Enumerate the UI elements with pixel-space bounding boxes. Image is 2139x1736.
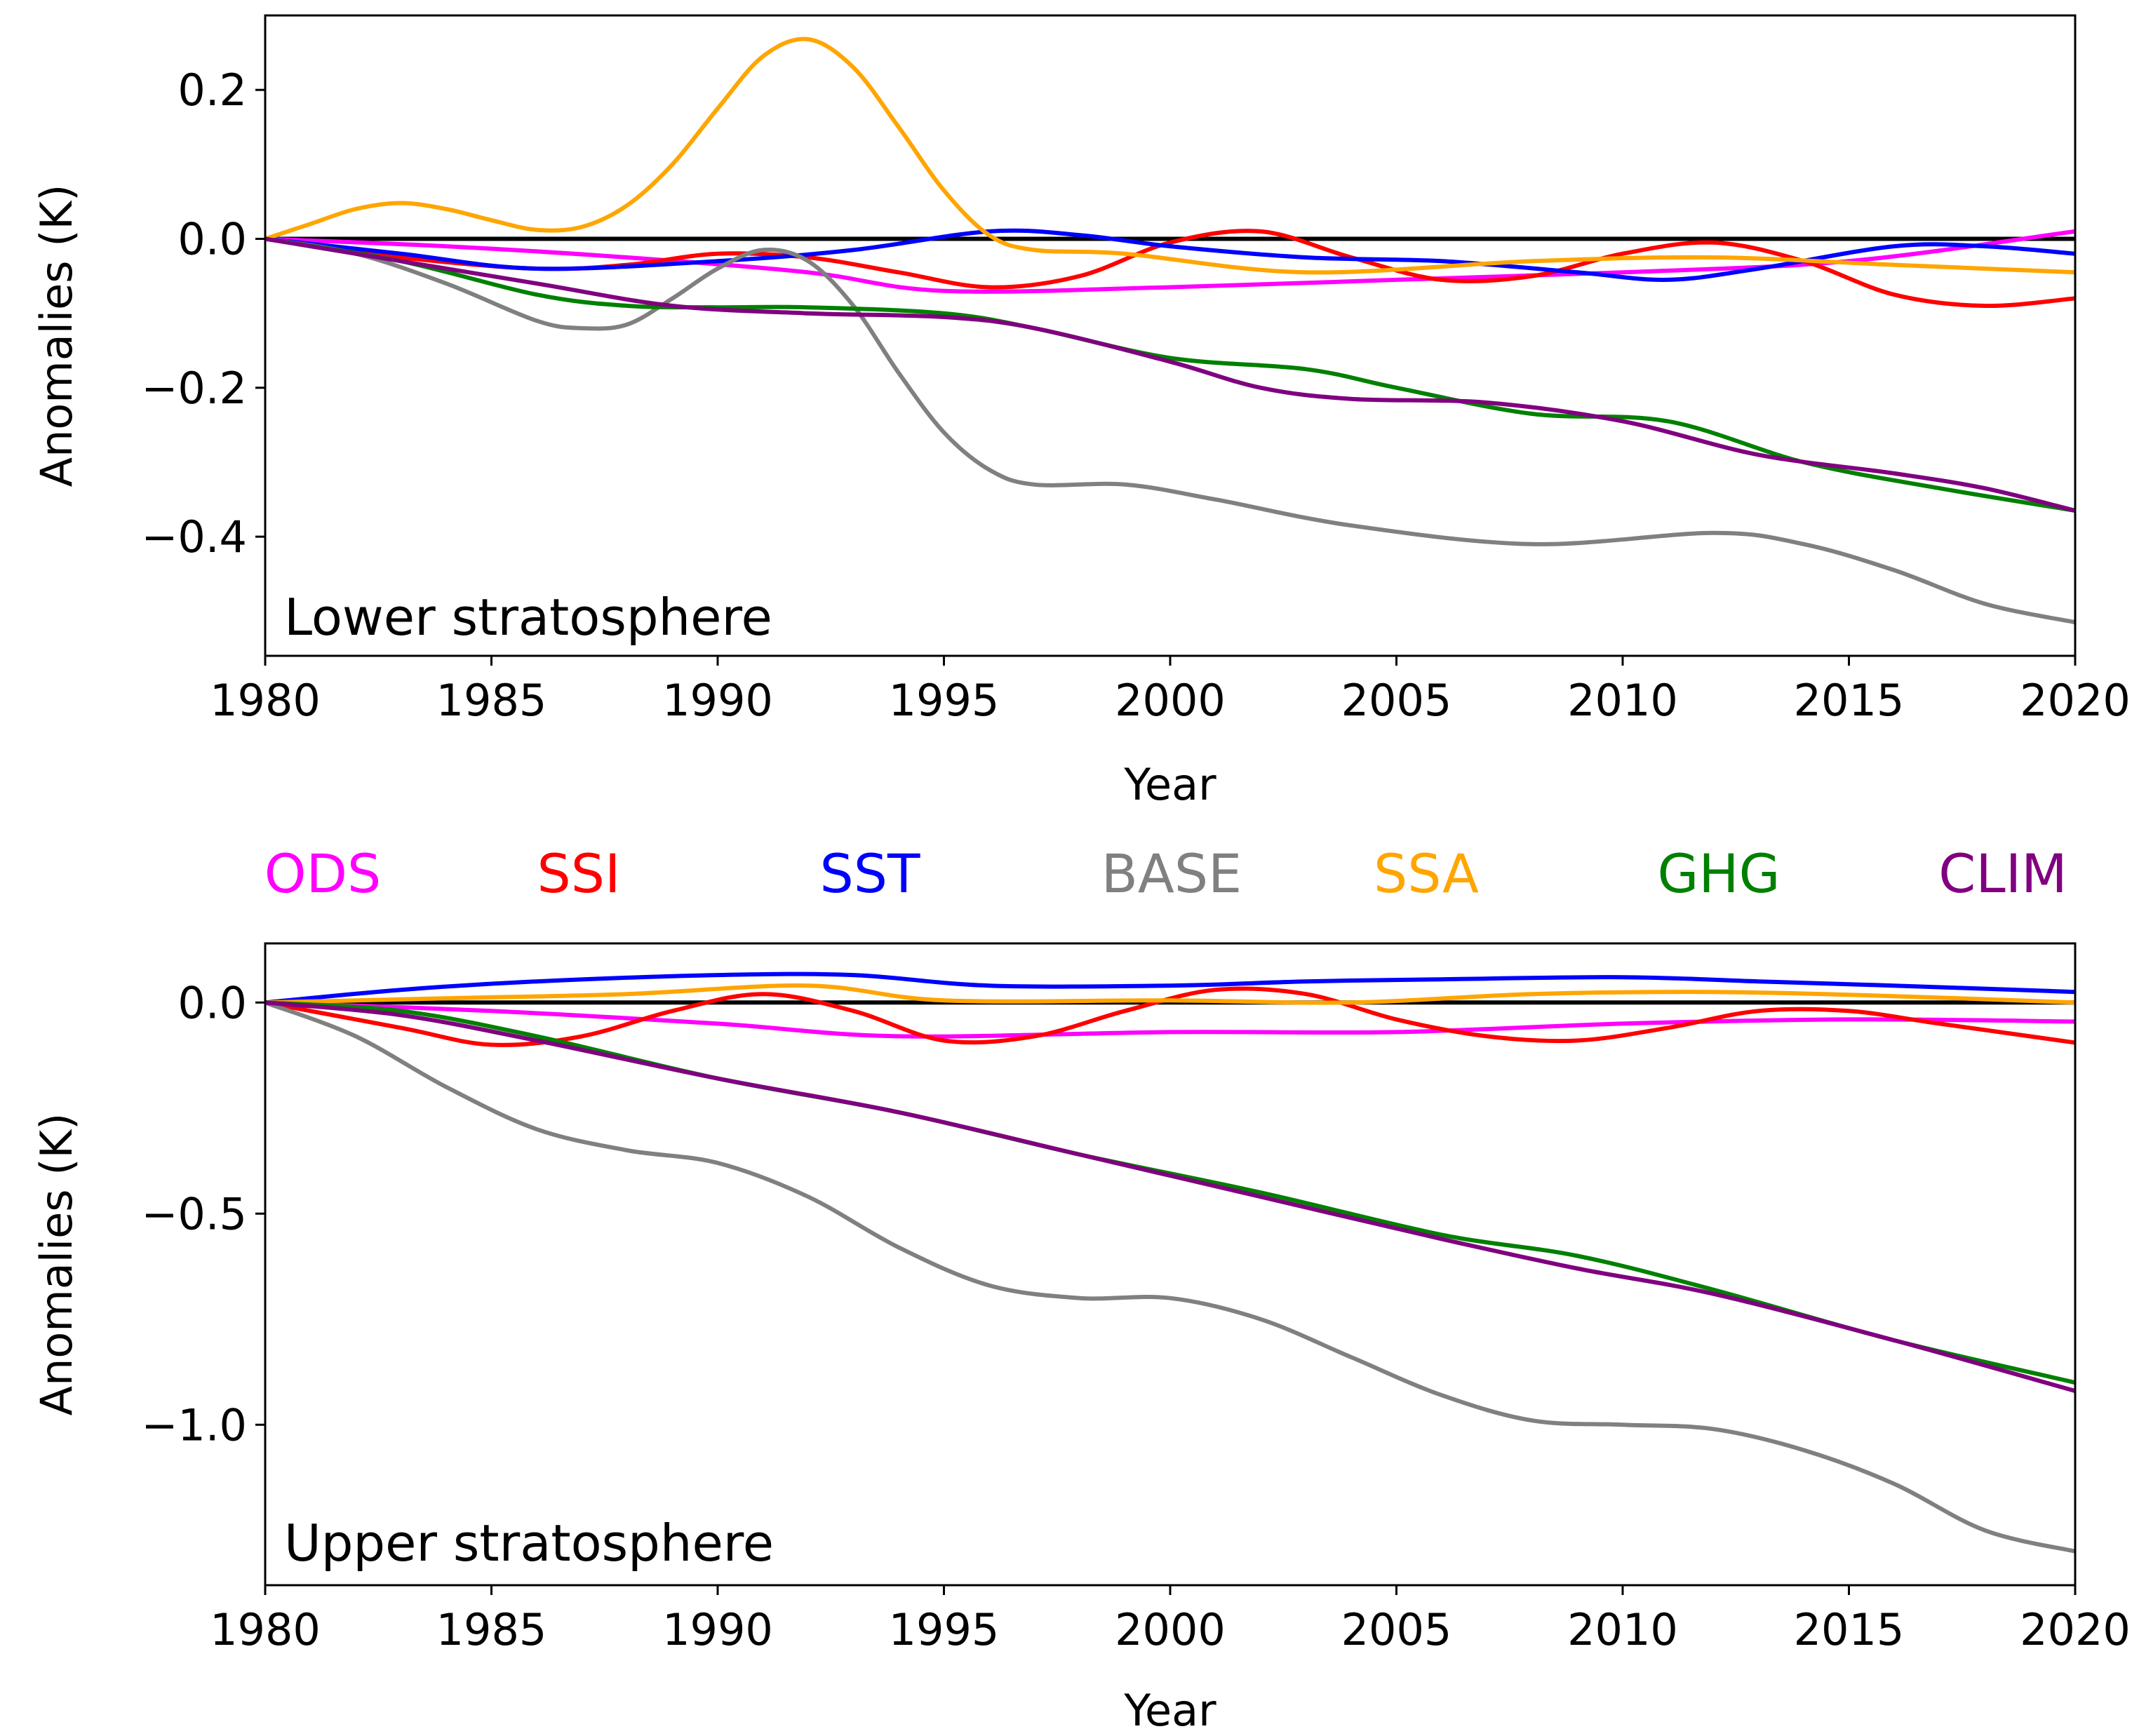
series-line-ssa [265,983,2075,1005]
x-tick-label: 2005 [1341,1604,1452,1655]
upper-stratosphere-panel: 1980 1985 1990 1995 2000 2005 2010 2015 2020 0.0 −… [31,942,2131,1736]
y-tick-label: 0.2 [177,65,247,116]
x-tick-label: 2000 [1115,1604,1226,1655]
panel-label: Upper stratosphere [284,1514,774,1573]
series-line-ghg [265,236,2075,513]
x-tick-label: 2010 [1567,675,1678,726]
series-group [265,36,2075,625]
x-tick-label: 1990 [662,675,773,726]
legend: ODS SSI SST BASE SSA GHG CLIM [264,842,2067,905]
series-group [265,971,2075,1554]
y-axis-title: Anomalies (K) [31,184,82,487]
legend-entry-ghg: GHG [1658,842,1781,905]
x-tick-label: 1985 [436,675,547,726]
lower-stratosphere-panel: 1980 1985 1990 1995 2000 2005 2010 2015 2020 0.2 0… [31,14,2131,810]
y-tick-label: 0.0 [177,977,247,1028]
legend-entry-ssa: SSA [1374,842,1479,905]
series-line-ssa [265,36,2075,275]
legend-entry-ssi: SSI [537,842,621,905]
x-tick-label: 1995 [889,675,1000,726]
legend-entry-ods: ODS [264,842,382,905]
series-line-sst [265,971,2075,1005]
x-tick-label: 1990 [662,1604,773,1655]
series-line-base [265,236,2075,625]
legend-entry-sst: SST [820,842,920,905]
plot-frame [264,14,2077,657]
series-line-ods [265,1000,2075,1039]
legend-entry-base: BASE [1101,842,1242,905]
legend-entry-clim: CLIM [1938,842,2067,905]
y-tick-label: −0.5 [141,1188,247,1239]
x-axis-title: Year [1123,1685,1216,1736]
x-tick-label: 2010 [1567,1604,1678,1655]
y-tick-label: −1.0 [141,1399,247,1451]
x-tick-label: 1980 [210,675,321,726]
x-tick-label: 2020 [2020,675,2131,726]
x-axis-title: Year [1123,759,1216,810]
y-tick-label: −0.2 [141,363,247,414]
series-line-clim [265,236,2075,513]
x-tick-label: 2020 [2020,1604,2131,1655]
y-axis-title: Anomalies (K) [31,1113,82,1416]
y-tick-label: 0.0 [177,213,247,264]
x-tick-label: 1985 [436,1604,547,1655]
x-tick-label: 2005 [1341,675,1452,726]
panel-label: Lower stratosphere [284,588,772,647]
series-line-base [265,1000,2075,1554]
x-tick-label: 1995 [889,1604,1000,1655]
x-tick-label: 1980 [210,1604,321,1655]
x-tick-label: 2000 [1115,675,1226,726]
y-tick-label: −0.4 [141,511,247,563]
series-line-clim [265,1000,2075,1394]
x-tick-label: 2015 [1794,675,1905,726]
series-line-ghg [265,1000,2075,1385]
x-tick-label: 2015 [1794,1604,1905,1655]
